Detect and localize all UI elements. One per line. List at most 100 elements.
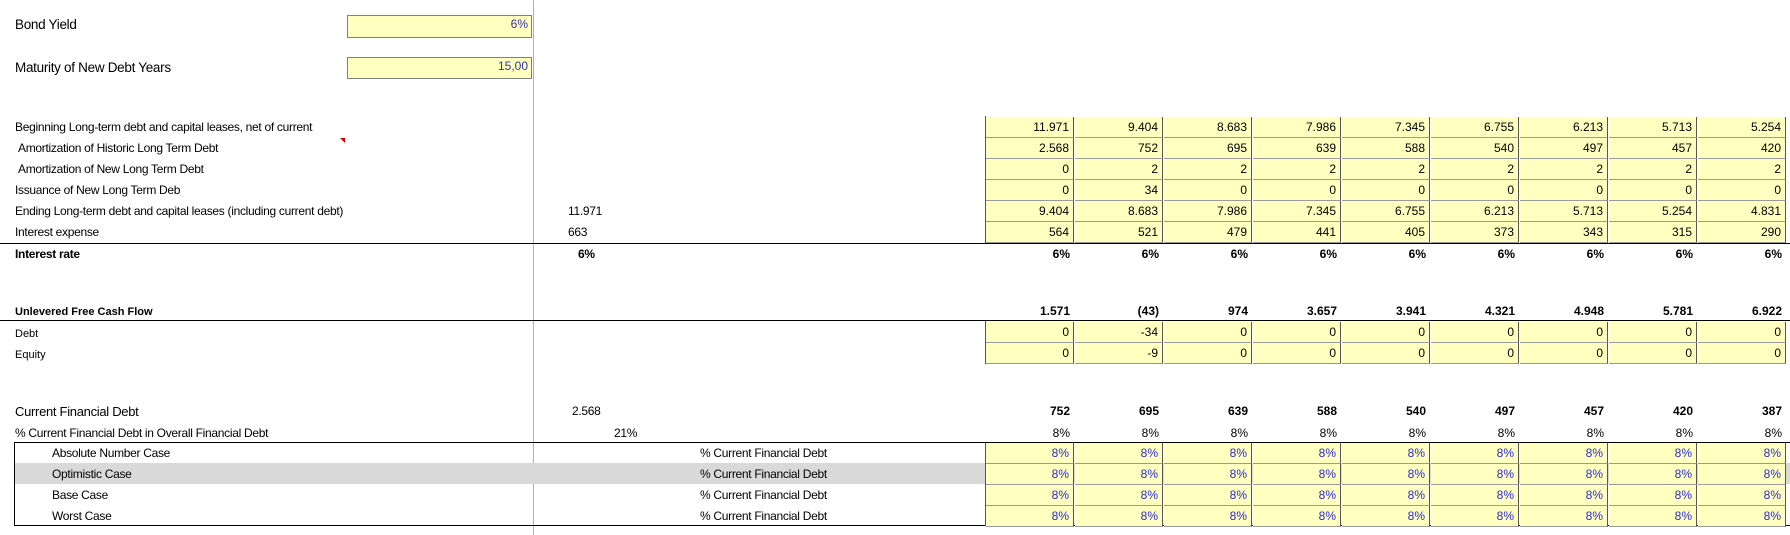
bond-yield-input[interactable]: 6% — [347, 15, 532, 38]
fcf-equity-cell[interactable]: 0 — [1164, 343, 1252, 364]
scenario-cell[interactable]: 8% — [1075, 506, 1163, 527]
debt-cell[interactable]: 373 — [1431, 222, 1519, 243]
scenario-cell[interactable]: 8% — [986, 506, 1074, 527]
fcf-debt-cell[interactable]: 0 — [986, 322, 1074, 343]
scenario-cell[interactable]: 8% — [1164, 506, 1252, 527]
scenario-cell[interactable]: 8% — [1253, 443, 1341, 464]
debt-cell[interactable]: 2 — [1431, 159, 1519, 180]
debt-cell[interactable]: 8.683 — [1164, 117, 1252, 138]
scenario-cell[interactable]: 8% — [1342, 464, 1430, 485]
debt-cell[interactable]: 2 — [1253, 159, 1341, 180]
debt-cell[interactable]: 6.755 — [1431, 117, 1519, 138]
scenario-cell[interactable]: 8% — [1431, 443, 1519, 464]
scenario-cell[interactable]: 8% — [1342, 443, 1430, 464]
debt-cell[interactable]: 588 — [1342, 138, 1430, 159]
fcf-equity-cell[interactable]: 0 — [1609, 343, 1697, 364]
maturity-input[interactable]: 15,00 — [347, 57, 532, 79]
debt-cell[interactable]: 6.213 — [1431, 201, 1519, 222]
scenario-cell[interactable]: 8% — [1698, 506, 1786, 527]
debt-cell[interactable]: 7.986 — [1164, 201, 1252, 222]
debt-cell[interactable]: 2 — [1698, 159, 1786, 180]
scenario-cell[interactable]: 8% — [1520, 506, 1608, 527]
scenario-cell[interactable]: 8% — [1164, 485, 1252, 506]
debt-cell[interactable]: 2 — [1075, 159, 1163, 180]
debt-cell[interactable]: 2 — [1342, 159, 1430, 180]
scenario-cell[interactable]: 8% — [1164, 443, 1252, 464]
debt-cell[interactable]: 6.213 — [1520, 117, 1608, 138]
fcf-debt-cell[interactable]: 0 — [1342, 322, 1430, 343]
debt-cell[interactable]: 441 — [1253, 222, 1341, 243]
scenario-cell[interactable]: 8% — [1253, 464, 1341, 485]
debt-cell[interactable]: 0 — [1431, 180, 1519, 201]
debt-cell[interactable]: 5.254 — [1698, 117, 1786, 138]
fcf-debt-cell[interactable]: 0 — [1253, 322, 1341, 343]
debt-cell[interactable]: 695 — [1164, 138, 1252, 159]
scenario-name[interactable]: Absolute Number Case — [52, 446, 171, 460]
scenario-cell[interactable]: 8% — [1075, 464, 1163, 485]
debt-cell[interactable]: 5.713 — [1520, 201, 1608, 222]
scenario-cell[interactable]: 8% — [1075, 485, 1163, 506]
debt-cell[interactable]: 0 — [1342, 180, 1430, 201]
debt-cell[interactable]: 0 — [1253, 180, 1341, 201]
scenario-cell[interactable]: 8% — [1431, 485, 1519, 506]
scenario-cell[interactable]: 8% — [1520, 443, 1608, 464]
debt-cell[interactable]: 0 — [1164, 180, 1252, 201]
debt-cell[interactable]: 7.345 — [1253, 201, 1341, 222]
fcf-debt-cell[interactable]: 0 — [1698, 322, 1786, 343]
scenario-cell[interactable]: 8% — [1698, 443, 1786, 464]
fcf-debt-cell[interactable]: 0 — [1609, 322, 1697, 343]
scenario-cell[interactable]: 8% — [1253, 485, 1341, 506]
debt-cell[interactable]: 343 — [1520, 222, 1608, 243]
debt-cell[interactable]: 5.254 — [1609, 201, 1697, 222]
fcf-equity-cell[interactable]: 0 — [1342, 343, 1430, 364]
debt-cell[interactable]: 0 — [1609, 180, 1697, 201]
debt-cell[interactable]: 0 — [1520, 180, 1608, 201]
debt-cell[interactable]: 2 — [1520, 159, 1608, 180]
fcf-debt-cell[interactable]: 0 — [1164, 322, 1252, 343]
debt-cell[interactable]: 6.755 — [1342, 201, 1430, 222]
debt-cell[interactable]: 0 — [986, 159, 1074, 180]
debt-cell[interactable]: 7.345 — [1342, 117, 1430, 138]
fcf-equity-cell[interactable]: 0 — [1253, 343, 1341, 364]
debt-cell[interactable]: 2 — [1164, 159, 1252, 180]
debt-cell[interactable]: 564 — [986, 222, 1074, 243]
scenario-cell[interactable]: 8% — [986, 443, 1074, 464]
debt-cell[interactable]: 0 — [1698, 180, 1786, 201]
debt-cell[interactable]: 11.971 — [986, 117, 1074, 138]
debt-cell[interactable]: 639 — [1253, 138, 1341, 159]
scenario-cell[interactable]: 8% — [986, 485, 1074, 506]
debt-cell[interactable]: 7.986 — [1253, 117, 1341, 138]
scenario-cell[interactable]: 8% — [1520, 485, 1608, 506]
scenario-cell[interactable]: 8% — [1253, 506, 1341, 527]
debt-cell[interactable]: 8.683 — [1075, 201, 1163, 222]
scenario-cell[interactable]: 8% — [1342, 506, 1430, 527]
debt-cell[interactable]: 2 — [1609, 159, 1697, 180]
scenario-cell[interactable]: 8% — [1075, 443, 1163, 464]
debt-cell[interactable]: 9.404 — [1075, 117, 1163, 138]
fcf-equity-cell[interactable]: 0 — [1698, 343, 1786, 364]
debt-cell[interactable]: 290 — [1698, 222, 1786, 243]
debt-cell[interactable]: 521 — [1075, 222, 1163, 243]
scenario-cell[interactable]: 8% — [1609, 464, 1697, 485]
fcf-equity-cell[interactable]: 0 — [1431, 343, 1519, 364]
scenario-cell[interactable]: 8% — [1342, 485, 1430, 506]
fcf-debt-cell[interactable]: 0 — [1520, 322, 1608, 343]
debt-cell[interactable]: 497 — [1520, 138, 1608, 159]
debt-cell[interactable]: 540 — [1431, 138, 1519, 159]
scenario-cell[interactable]: 8% — [986, 464, 1074, 485]
scenario-name[interactable]: Base Case — [52, 488, 108, 502]
scenario-cell[interactable]: 8% — [1698, 485, 1786, 506]
scenario-cell[interactable]: 8% — [1431, 464, 1519, 485]
scenario-cell[interactable]: 8% — [1164, 464, 1252, 485]
debt-cell[interactable]: 34 — [1075, 180, 1163, 201]
debt-cell[interactable]: 9.404 — [986, 201, 1074, 222]
scenario-cell[interactable]: 8% — [1609, 485, 1697, 506]
scenario-cell[interactable]: 8% — [1431, 506, 1519, 527]
debt-cell[interactable]: 2.568 — [986, 138, 1074, 159]
debt-cell[interactable]: 405 — [1342, 222, 1430, 243]
debt-cell[interactable]: 4.831 — [1698, 201, 1786, 222]
debt-cell[interactable]: 479 — [1164, 222, 1252, 243]
scenario-name[interactable]: Optimistic Case — [52, 467, 132, 481]
scenario-name[interactable]: Worst Case — [52, 509, 112, 523]
scenario-cell[interactable]: 8% — [1609, 506, 1697, 527]
